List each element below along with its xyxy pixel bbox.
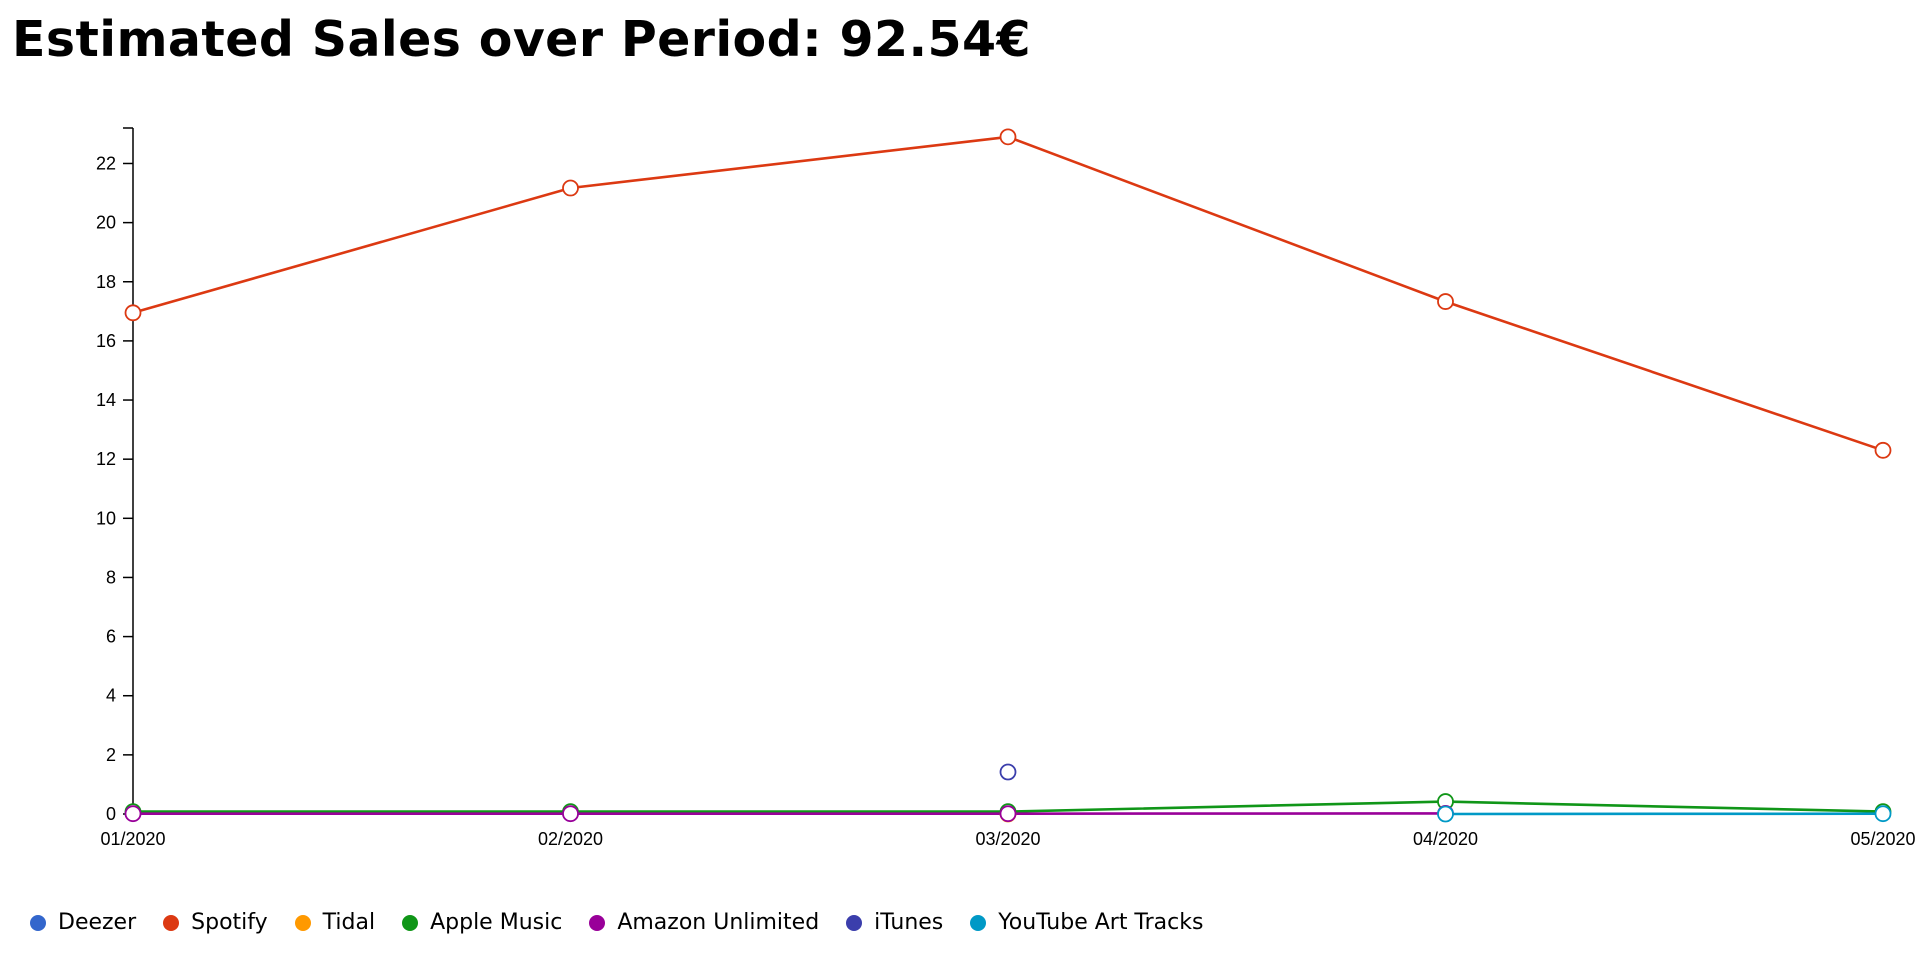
- legend-item-deezer[interactable]: Deezer: [30, 910, 136, 935]
- y-tick-label: 4: [106, 686, 116, 706]
- legend-swatch-icon: [589, 914, 606, 931]
- y-tick-label: 10: [96, 508, 116, 528]
- data-point-amazon-unlimited: [999, 805, 1017, 823]
- page-title: Estimated Sales over Period: 92.54€: [12, 11, 1032, 68]
- legend-swatch-icon: [402, 914, 419, 931]
- data-point-spotify: [1437, 293, 1454, 310]
- data-point-youtube-art-tracks: [1874, 805, 1892, 823]
- legend-swatch-icon: [30, 914, 46, 931]
- legend-label: iTunes: [874, 910, 944, 935]
- data-point-spotify: [562, 179, 579, 197]
- y-tick-label: 2: [106, 745, 116, 765]
- legend-swatch-icon: [846, 914, 863, 931]
- legend-item-tidal[interactable]: Tidal: [294, 910, 376, 935]
- y-tick-label: 16: [96, 331, 116, 351]
- series-line-spotify: [132, 135, 1884, 452]
- x-tick-label: 05/2020: [1850, 829, 1915, 849]
- data-point-amazon-unlimited: [562, 805, 579, 823]
- legend-swatch-icon: [163, 914, 180, 931]
- x-tick-label: 02/2020: [538, 829, 603, 849]
- legend-item-itunes[interactable]: iTunes: [846, 910, 943, 935]
- y-tick-label: 6: [106, 627, 116, 647]
- legend-item-apple-music[interactable]: Apple Music: [402, 910, 562, 935]
- legend-label: Apple Music: [430, 910, 563, 935]
- data-point-spotify: [124, 304, 142, 322]
- y-tick-label: 0: [106, 804, 116, 824]
- x-tick-label: 03/2020: [975, 829, 1040, 849]
- legend-item-amazon-unlimited[interactable]: Amazon Unlimited: [589, 910, 819, 935]
- y-tick-label: 14: [96, 390, 116, 410]
- x-tick-label: 04/2020: [1413, 829, 1478, 849]
- legend-label: Amazon Unlimited: [617, 910, 820, 935]
- legend-item-youtube-art-tracks[interactable]: YouTube Art Tracks: [970, 910, 1203, 935]
- data-point-amazon-unlimited: [124, 805, 142, 823]
- data-point-youtube-art-tracks: [1437, 805, 1454, 823]
- y-tick-label: 20: [96, 213, 116, 233]
- y-tick-label: 12: [96, 449, 116, 469]
- y-tick-label: 18: [96, 272, 116, 292]
- legend-swatch-icon: [970, 914, 987, 931]
- y-tick-label: 8: [106, 567, 116, 587]
- legend-label: Deezer: [58, 910, 137, 935]
- sales-line-chart: 0 2 4 6 8 10 12 14 16 18 20 22 01/2020 02/2020 03/2020…: [96, 127, 1916, 849]
- data-point-spotify: [999, 128, 1017, 146]
- data-point-spotify: [1874, 441, 1892, 459]
- legend-swatch-icon: [294, 914, 311, 931]
- legend-label: Spotify: [191, 910, 268, 935]
- data-point-itunes: [999, 763, 1017, 781]
- legend-item-spotify[interactable]: Spotify: [163, 910, 268, 935]
- x-tick-label: 01/2020: [100, 829, 165, 849]
- legend-label: YouTube Art Tracks: [998, 910, 1204, 935]
- y-tick-label: 22: [96, 153, 116, 173]
- chart-legend: Deezer Spotify Tidal Apple Music Amazon Unli…: [30, 910, 1230, 935]
- legend-label: Tidal: [322, 910, 376, 935]
